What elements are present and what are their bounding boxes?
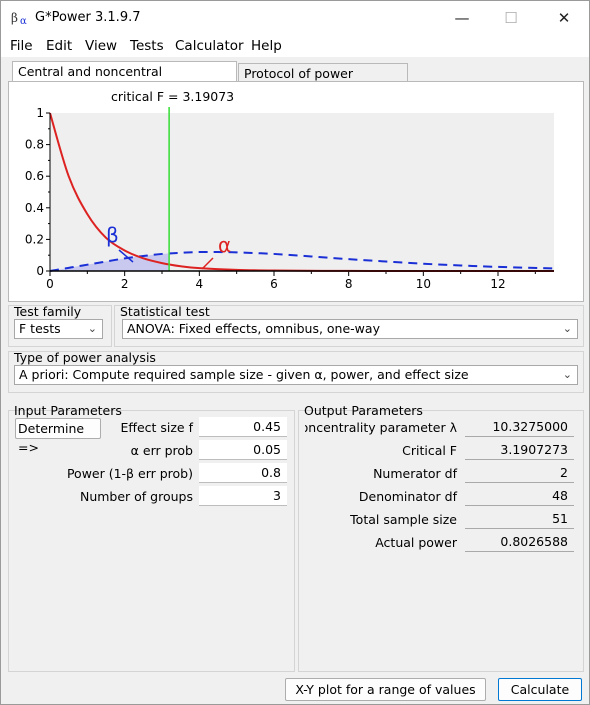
beta-symbol: β [106, 223, 119, 247]
output-parameters-label: Output Parameters [304, 403, 423, 418]
y-tick-label: 0.6 [25, 169, 44, 183]
menu-help[interactable]: Help [251, 38, 282, 54]
menu-tests[interactable]: Tests [130, 38, 164, 54]
statistical-test-label: Statistical test [120, 304, 210, 319]
alpha-pointer [201, 257, 214, 270]
minimize-button[interactable]: — [439, 1, 485, 35]
power-analysis-group [8, 351, 584, 393]
actual-power-label: Actual power [375, 535, 457, 550]
input-parameters-group [8, 410, 295, 672]
test-family-label: Test family [14, 304, 82, 319]
plot-area [50, 113, 554, 271]
statistical-test-select[interactable]: ANOVA: Fixed effects, omnibus, one-way ⌄ [122, 319, 578, 339]
maximize-icon: ☐ [504, 9, 518, 27]
test-family-select[interactable]: F tests ⌄ [14, 319, 103, 339]
beta-pointer [118, 249, 134, 263]
menu-bar: File Edit View Tests Calculator Help [1, 35, 589, 57]
power-analysis-value: A priori: Compute required sample size -… [19, 367, 469, 382]
test-family-value: F tests [19, 321, 61, 336]
x-tick-label: 10 [416, 277, 431, 291]
power-analysis-select[interactable]: A priori: Compute required sample size -… [14, 365, 578, 385]
noncentrality-output: 10.3275000 [465, 417, 574, 437]
x-tick-label: 8 [345, 277, 353, 291]
noncentral-distribution-curve [49, 250, 555, 272]
numerator-df-label: Numerator df [373, 466, 457, 481]
input-parameters-label: Input Parameters [14, 403, 122, 418]
determine-button[interactable]: Determine => [15, 418, 101, 455]
test-family-group [8, 305, 112, 347]
distribution-panel: critical F = 3.19073 0 0.2 0.4 0.6 0.8 1 0 2 4 6… [8, 81, 584, 302]
critical-f-output-label: Critical F [402, 443, 457, 458]
total-sample-size-label: Total sample size [350, 512, 457, 527]
tab-distributions[interactable]: Central and noncentral distributions [12, 61, 237, 99]
title-bar: β α G*Power 3.1.9.7 — ☐ ✕ [1, 1, 589, 35]
calculate-button[interactable]: Calculate [498, 678, 582, 701]
numerator-df-output: 2 [465, 463, 574, 483]
number-of-groups-input[interactable]: 3 [199, 486, 287, 506]
output-parameters-group [298, 410, 584, 672]
critical-f-output: 3.1907273 [465, 440, 574, 460]
actual-power-output: 0.8026588 [465, 532, 574, 552]
svg-text:β: β [11, 11, 18, 25]
effect-size-input[interactable]: 0.45 [199, 417, 287, 437]
x-tick-label: 6 [270, 277, 278, 291]
distribution-plot: critical F = 3.19073 0 0.2 0.4 0.6 0.8 1 0 2 4 6… [25, 89, 555, 291]
x-tick-label: 4 [196, 277, 204, 291]
svg-text:α: α [20, 16, 27, 27]
menu-edit[interactable]: Edit [46, 38, 73, 54]
y-tick-label: 0 [36, 264, 44, 278]
y-tick-label: 0.2 [25, 232, 44, 246]
total-sample-size-output: 51 [465, 509, 574, 529]
power-label: Power (1-β err prob) [66, 466, 193, 481]
close-icon: ✕ [557, 9, 571, 27]
menu-view[interactable]: View [85, 38, 118, 54]
xy-plot-button[interactable]: X-Y plot for a range of values [285, 678, 486, 701]
power-analysis-label: Type of power analysis [14, 350, 156, 365]
alpha-err-prob-input[interactable]: 0.05 [199, 440, 287, 460]
number-of-groups-label: Number of groups [79, 489, 193, 504]
noncentrality-label: Noncentrality parameter λ [305, 420, 457, 435]
x-tick-label: 0 [46, 277, 54, 291]
close-button[interactable]: ✕ [541, 1, 587, 35]
alpha-symbol: α [218, 233, 231, 257]
critical-f-label: critical F = 3.19073 [111, 89, 234, 104]
effect-size-label: Effect size f [120, 420, 193, 435]
menu-file[interactable]: File [10, 38, 33, 54]
y-tick-label: 0.8 [25, 138, 44, 152]
y-tick-label: 1 [36, 106, 44, 120]
denominator-df-label: Denominator df [358, 489, 457, 504]
app-icon: β α [10, 9, 30, 27]
tab-protocol[interactable]: Protocol of power analyses [238, 63, 408, 101]
chevron-down-icon: ⌄ [87, 322, 97, 335]
statistical-test-group [114, 305, 584, 347]
x-tick-label: 2 [121, 277, 129, 291]
menu-calculator[interactable]: Calculator [175, 38, 244, 54]
maximize-button[interactable]: ☐ [488, 1, 534, 35]
chevron-down-icon: ⌄ [562, 322, 572, 335]
denominator-df-output: 48 [465, 486, 574, 506]
y-tick-label: 0.4 [25, 201, 44, 215]
power-input[interactable]: 0.8 [199, 463, 287, 483]
statistical-test-value: ANOVA: Fixed effects, omnibus, one-way [127, 321, 380, 336]
minimize-icon: — [454, 9, 470, 27]
alpha-err-prob-label: α err prob [130, 443, 193, 458]
window-title: G*Power 3.1.9.7 [35, 10, 141, 25]
chevron-down-icon: ⌄ [562, 368, 572, 381]
x-tick-label: 12 [490, 277, 505, 291]
